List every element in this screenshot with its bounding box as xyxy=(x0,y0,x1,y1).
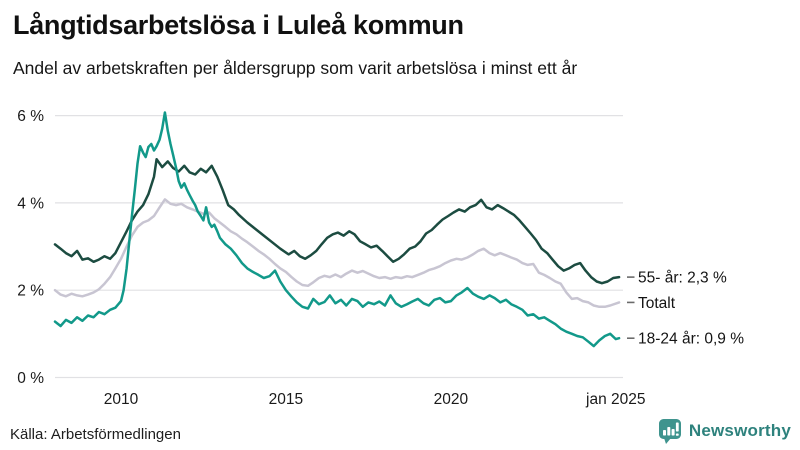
series-line-55-r xyxy=(53,157,621,285)
x-axis-tick-label: jan 2025 xyxy=(585,391,645,408)
y-axis-tick-label: 2 % xyxy=(17,283,44,300)
series-line-18-24-r xyxy=(53,111,621,348)
newsworthy-wordmark: Newsworthy xyxy=(688,421,791,440)
series-line-Totalt xyxy=(53,198,621,309)
source-attribution: Källa: Arbetsförmedlingen xyxy=(10,426,181,443)
x-axis-tick-label: 2015 xyxy=(269,391,303,408)
x-axis-tick-label: 2010 xyxy=(104,391,139,408)
y-axis-tick-label: 6 % xyxy=(17,108,44,125)
newsworthy-bubble-barchart-icon xyxy=(658,418,682,444)
y-axis-tick-label: 0 % xyxy=(17,370,44,387)
chart-subtitle: Andel av arbetskraften per åldersgrupp s… xyxy=(13,58,578,78)
y-axis-tick-label: 4 % xyxy=(17,195,44,212)
page-title: Långtidsarbetslösa i Luleå kommun xyxy=(13,10,464,40)
series-end-label: Totalt xyxy=(638,295,676,312)
newsworthy-logo[interactable]: Newsworthy xyxy=(658,418,791,444)
series-end-label: 55- år: 2,3 % xyxy=(638,270,727,287)
x-axis-tick-label: 2020 xyxy=(434,391,469,408)
series-end-label: 18-24 år: 0,9 % xyxy=(638,331,744,348)
